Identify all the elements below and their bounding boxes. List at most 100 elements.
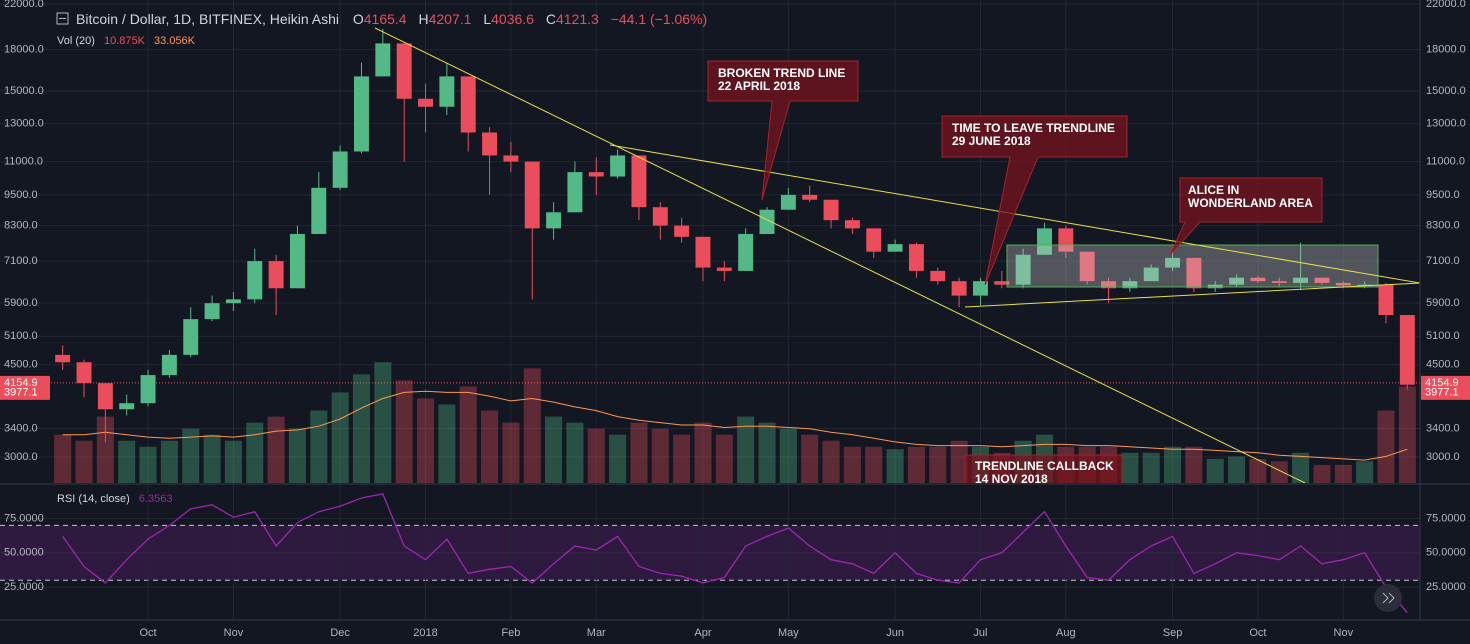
volume-bar bbox=[118, 440, 136, 483]
grid bbox=[0, 0, 1420, 620]
annotation: 14 NOV 2018 bbox=[975, 472, 1048, 486]
candle-body bbox=[1335, 282, 1351, 286]
volume-bar bbox=[651, 428, 669, 483]
volume-ma-line bbox=[62, 390, 1408, 461]
volume-bar bbox=[1228, 456, 1246, 483]
y-tick-label: 50.0000 bbox=[1426, 547, 1466, 559]
y-tick-label: 8300.0 bbox=[1426, 219, 1460, 231]
y-tick-label: 15000.0 bbox=[1426, 85, 1466, 97]
volume-bar bbox=[438, 404, 456, 483]
x-tick-label: Nov bbox=[1334, 627, 1354, 639]
volume-bar bbox=[1313, 464, 1331, 483]
trend-line bbox=[964, 282, 1420, 308]
candle-body bbox=[1186, 257, 1202, 289]
ohlc-key: L bbox=[483, 11, 491, 27]
x-tick-label: Sep bbox=[1163, 627, 1183, 639]
candle-body bbox=[1122, 281, 1138, 289]
volume-bar bbox=[950, 440, 968, 483]
annotation: 22 APRIL 2018 bbox=[718, 79, 800, 93]
volume-bar bbox=[929, 446, 947, 483]
volume-bar bbox=[779, 428, 797, 483]
volume-ma-value: 33.056K bbox=[154, 35, 196, 47]
y-tick-label: 9500.0 bbox=[4, 189, 38, 201]
change: −44.1 (−1.06%) bbox=[611, 11, 708, 27]
candle-body bbox=[204, 303, 220, 320]
y-tick-label: 3000.0 bbox=[1426, 451, 1460, 463]
volume-bar bbox=[587, 428, 605, 483]
candle-body bbox=[887, 244, 903, 252]
x-tick-label: Oct bbox=[139, 627, 156, 639]
x-tick-label: Feb bbox=[501, 627, 520, 639]
volume-bar bbox=[523, 368, 541, 483]
annotation: TIME TO LEAVE TRENDLINE bbox=[952, 121, 1115, 135]
volume-bar bbox=[459, 386, 477, 483]
candle-body bbox=[844, 220, 860, 229]
ohlc-key: C bbox=[546, 11, 556, 27]
y-tick-label: 18000.0 bbox=[4, 44, 44, 56]
candle-body bbox=[119, 403, 135, 410]
collapse-icon[interactable] bbox=[56, 12, 69, 25]
candle-body bbox=[1015, 254, 1031, 285]
volume-bar bbox=[1356, 461, 1374, 483]
candle-body bbox=[1293, 277, 1309, 283]
candle-body bbox=[1314, 277, 1330, 283]
candle-body bbox=[482, 132, 498, 156]
volume-bar bbox=[374, 362, 392, 483]
rsi-line bbox=[62, 493, 1408, 614]
symbol-title: Bitcoin / Dollar, 1D, BITFINEX, Heikin A… bbox=[76, 11, 339, 27]
scroll-icon bbox=[1382, 592, 1395, 604]
volume-bar bbox=[907, 446, 925, 483]
candle-body bbox=[1357, 284, 1373, 286]
candle-body bbox=[76, 362, 92, 384]
volume-bar bbox=[1206, 458, 1224, 483]
candle-body bbox=[1250, 277, 1266, 282]
candle-body bbox=[1271, 281, 1287, 283]
candle-body bbox=[375, 43, 391, 77]
volume-bar bbox=[609, 434, 627, 483]
price-tag-label: 3977.1 bbox=[4, 387, 38, 399]
callout-box bbox=[964, 454, 1123, 483]
volume-title: Vol (20) bbox=[57, 35, 95, 47]
volume-bar bbox=[865, 446, 883, 483]
y-tick-label: 3400.0 bbox=[4, 422, 38, 434]
candle-body bbox=[908, 244, 924, 271]
candle-body bbox=[674, 225, 690, 237]
price-tag-label: 3977.1 bbox=[1425, 387, 1459, 399]
callout-box bbox=[707, 60, 859, 201]
volume-bar bbox=[182, 428, 200, 483]
candle-body bbox=[1165, 257, 1181, 268]
y-tick-label: 11000.0 bbox=[1426, 155, 1465, 167]
annotation: WONDERLAND AREA bbox=[1188, 196, 1313, 210]
y-tick-label: 7100.0 bbox=[1426, 255, 1460, 267]
price-tag bbox=[0, 385, 50, 400]
candle-body bbox=[1037, 228, 1052, 255]
candle-body bbox=[802, 194, 818, 200]
y-tick-label: 8300.0 bbox=[4, 219, 38, 231]
callout-box bbox=[941, 115, 1128, 286]
candle-body bbox=[588, 172, 604, 177]
volume-bar bbox=[694, 422, 712, 483]
volume-bar bbox=[160, 440, 178, 483]
y-tick-label: 50.0000 bbox=[4, 547, 44, 559]
candle-body bbox=[567, 172, 583, 213]
candle-body bbox=[55, 354, 71, 363]
candle-body bbox=[161, 354, 177, 376]
y-tick-label: 4500.0 bbox=[1426, 359, 1460, 371]
annotation: BROKEN TREND LINE bbox=[718, 66, 845, 80]
y-tick-label: 5100.0 bbox=[4, 330, 38, 342]
y-tick-label: 25.0000 bbox=[4, 581, 44, 593]
volume-bar bbox=[1398, 386, 1416, 483]
candle-body bbox=[695, 236, 711, 268]
volume-bar bbox=[758, 422, 776, 483]
x-tick-label: May bbox=[778, 627, 799, 639]
y-tick-label: 22000.0 bbox=[1426, 0, 1466, 10]
candle-layer bbox=[55, 29, 1415, 614]
callouts bbox=[707, 60, 1323, 483]
candle-body bbox=[183, 319, 199, 355]
volume-bar bbox=[267, 416, 285, 483]
range-box bbox=[1006, 244, 1379, 288]
y-tick-label: 4500.0 bbox=[4, 359, 38, 371]
annotation: 29 JUNE 2018 bbox=[952, 134, 1031, 148]
